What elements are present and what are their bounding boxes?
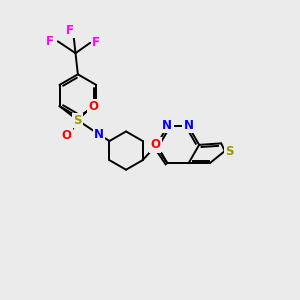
Text: N: N	[94, 128, 104, 141]
Text: O: O	[88, 100, 98, 113]
Text: O: O	[61, 129, 72, 142]
Text: N: N	[150, 138, 160, 151]
Text: F: F	[66, 24, 74, 37]
Text: S: S	[225, 145, 233, 158]
Text: N: N	[162, 118, 172, 131]
Text: F: F	[92, 36, 100, 49]
Text: S: S	[74, 114, 82, 127]
Text: O: O	[151, 138, 160, 151]
Text: N: N	[184, 118, 194, 131]
Text: F: F	[46, 35, 54, 48]
